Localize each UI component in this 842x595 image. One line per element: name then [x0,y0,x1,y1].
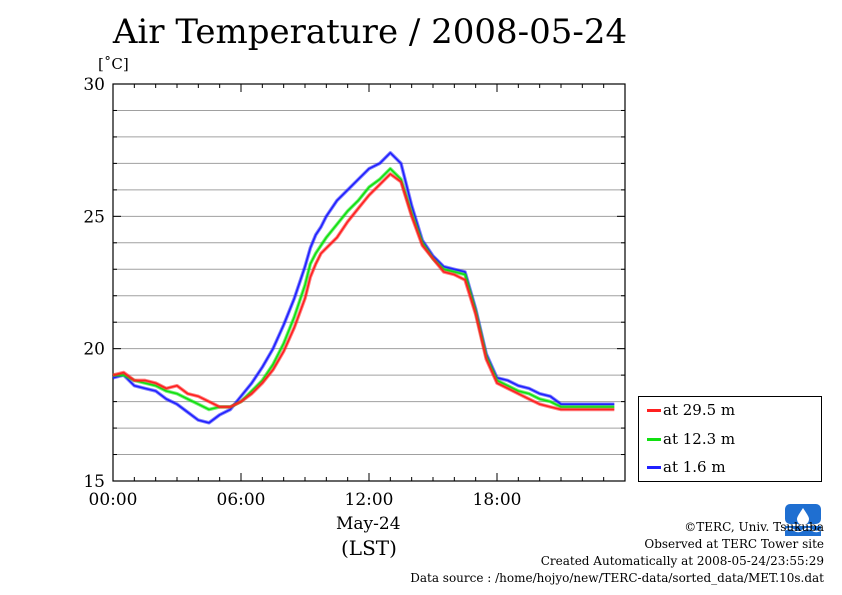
chart-title: Air Temperature / 2008-05-24 [112,12,628,52]
legend-label: at 1.6 m [663,458,726,476]
series-line [112,173,615,411]
legend-swatch-red [647,409,661,412]
y-tick-label: 25 [83,207,105,227]
x-tick-label: 06:00 [217,490,266,510]
plot-frame [112,83,626,482]
y-axis-unit-label: [˚C] [98,55,129,73]
legend-swatch-blue [647,466,661,469]
y-tick-label: 20 [83,340,105,360]
credits-source: Data source : /home/hojyo/new/TERC-data/… [410,571,824,585]
series-line [113,167,615,411]
x-tick-label: 12:00 [345,490,394,510]
series-halo [113,166,615,412]
credits-observed: Observed at TERC Tower site [644,537,824,551]
legend: at 29.5 m at 12.3 m at 1.6 m [638,396,822,482]
credits-created: Created Automatically at 2008-05-24/23:5… [540,554,824,568]
x-axis-date-label: May-24 [336,514,401,534]
legend-label: at 12.3 m [663,430,736,448]
series-halo [112,172,615,412]
y-tick-label: 30 [83,75,105,95]
x-tick-label: 00:00 [89,490,138,510]
series-line [112,152,615,424]
legend-label: at 29.5 m [663,401,736,419]
terc-logo-icon [784,504,822,536]
credits-copyright: ©TERC, Univ. Tsukuba [684,520,824,534]
legend-swatch-green [647,438,661,441]
credits-block: ©TERC, Univ. Tsukuba Observed at TERC To… [410,519,824,587]
x-tick-label: 18:00 [473,490,522,510]
x-axis-timezone-label: (LST) [341,536,397,560]
y-tick-label: 15 [83,472,105,492]
